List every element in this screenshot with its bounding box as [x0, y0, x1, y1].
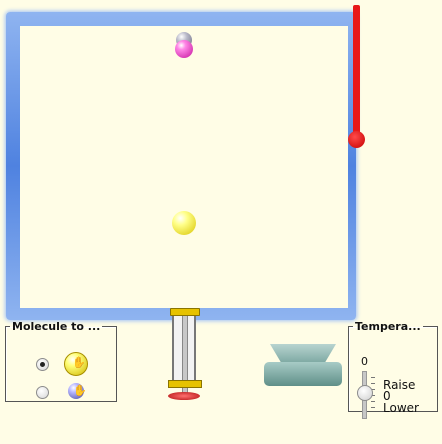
molecule-panel-title: Molecule to ...: [12, 320, 101, 333]
hand-icon: ✋: [73, 384, 87, 397]
slider-tick: [371, 383, 375, 384]
temperature-panel-title: Tempera...: [355, 320, 421, 333]
lower-label: Lower: [383, 401, 419, 415]
pump-cap: [170, 308, 200, 316]
thermometer-tube: [353, 5, 360, 141]
slider-tick: [371, 395, 375, 396]
temperature-panel: Tempera... 0 Raise 0 Lower: [348, 320, 438, 419]
slider-tick: [371, 401, 375, 402]
pump-rod[interactable]: [182, 316, 188, 396]
yellow-molecule-icon[interactable]: [64, 352, 88, 376]
hand-icon: ✋: [72, 356, 86, 369]
heater-cooler-top: [270, 344, 336, 364]
molecule-to-pump-panel: Molecule to ... ✋ ✋: [5, 320, 117, 402]
raise-label: Raise: [383, 378, 416, 392]
container-box-interior: [20, 26, 348, 308]
slider-tick: [371, 389, 375, 390]
molecule-yellow: [172, 211, 196, 235]
zero-label: 0: [383, 389, 391, 403]
molecule-magenta: [175, 40, 193, 58]
heater-cooler-base[interactable]: [264, 362, 342, 386]
pump-collar: [168, 380, 202, 388]
radio-yellow-molecule[interactable]: [36, 358, 49, 371]
slider-tick: [371, 407, 375, 408]
slider-tick: [371, 377, 375, 378]
blue-molecule-icon[interactable]: [68, 383, 84, 399]
pump-handle[interactable]: [168, 392, 200, 400]
radio-blue-molecule[interactable]: [36, 386, 49, 399]
temperature-slider-thumb[interactable]: [357, 385, 373, 401]
temperature-value: 0: [361, 355, 368, 368]
thermometer-bulb: [348, 131, 365, 148]
